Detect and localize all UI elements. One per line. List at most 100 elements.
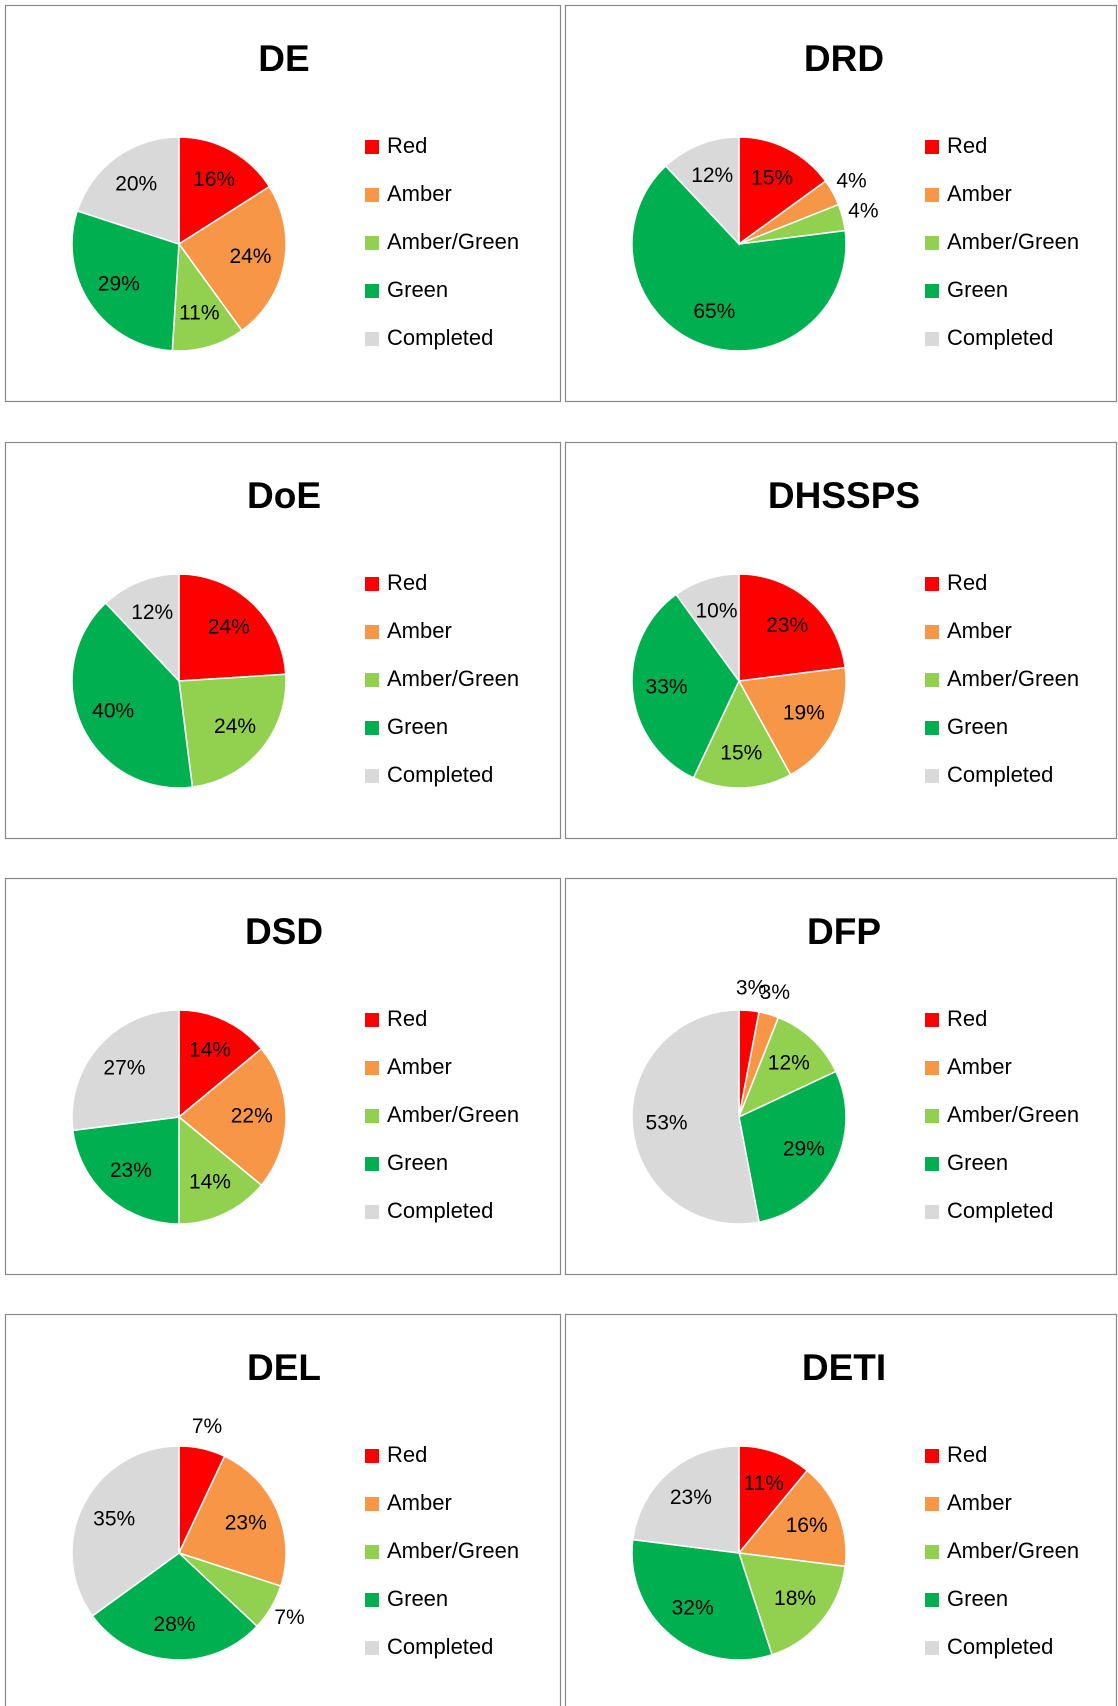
legend-label: Amber/Green xyxy=(387,666,519,691)
pie-slice xyxy=(76,136,180,246)
legend-label: Red xyxy=(947,570,987,595)
pie-slice xyxy=(631,1538,774,1661)
chart-title: DEL xyxy=(247,1347,321,1388)
pie-slice xyxy=(104,573,180,683)
pie-slice xyxy=(72,1116,180,1225)
chart-title: DRD xyxy=(804,38,884,79)
legend-swatch xyxy=(365,1157,379,1171)
pie-slice xyxy=(71,1445,180,1617)
data-label: 15% xyxy=(751,167,793,190)
pie-slice xyxy=(631,164,847,352)
legend-swatch xyxy=(925,577,939,591)
legend-label: Red xyxy=(387,1442,427,1467)
legend-label: Red xyxy=(387,1006,427,1031)
legend-swatch xyxy=(925,1593,939,1607)
chart-title: DETI xyxy=(802,1347,886,1388)
data-label: 24% xyxy=(229,245,271,268)
pie-slice xyxy=(631,1009,760,1225)
data-label: 18% xyxy=(774,1587,816,1610)
legend-label: Green xyxy=(387,1586,448,1611)
pie-slice xyxy=(737,1016,837,1119)
legend-swatch xyxy=(365,332,379,346)
pie-slice xyxy=(738,1070,847,1223)
pie-slice xyxy=(178,1009,263,1119)
data-label: 32% xyxy=(672,1597,714,1620)
data-label: 29% xyxy=(783,1138,825,1161)
legend-swatch xyxy=(925,1545,939,1559)
data-label: 7% xyxy=(274,1606,304,1629)
data-label: 12% xyxy=(131,601,173,624)
legend-swatch xyxy=(365,1641,379,1655)
chart-title: DHSSPS xyxy=(768,475,920,516)
legend-swatch xyxy=(925,625,939,639)
legend-label: Green xyxy=(387,277,448,302)
legend-swatch xyxy=(925,1157,939,1171)
data-label: 35% xyxy=(93,1508,135,1531)
pie-slice xyxy=(737,1552,846,1656)
legend-label: Green xyxy=(387,1150,448,1175)
chart-panel: DHSSPS 23% 19% 15% 33% 10% Red Amber Amber/Green… xyxy=(564,441,1118,840)
chart-panel: DRD 15% 4% 4% 65% 12% Red Amber Amber/Green Green… xyxy=(564,4,1118,403)
legend-label: Amber/Green xyxy=(947,1538,1079,1563)
pie-slice xyxy=(71,601,194,789)
legend-swatch xyxy=(365,577,379,591)
data-label: 3% xyxy=(736,977,766,1000)
pie-slice xyxy=(177,1455,287,1588)
legend-label: Completed xyxy=(947,762,1053,787)
legend-label: Amber xyxy=(947,1054,1012,1079)
legend-swatch xyxy=(365,769,379,783)
pie-slice xyxy=(737,1469,847,1568)
legend-label: Amber/Green xyxy=(387,1538,519,1563)
data-label: 23% xyxy=(766,614,808,637)
data-label: 20% xyxy=(115,173,157,196)
legend-label: Red xyxy=(387,570,427,595)
legend-swatch xyxy=(925,284,939,298)
legend-label: Red xyxy=(947,1006,987,1031)
legend-swatch xyxy=(365,236,379,250)
data-label: 12% xyxy=(691,164,733,187)
chart-title: DSD xyxy=(245,911,323,952)
pie-slice xyxy=(178,136,271,246)
legend-label: Red xyxy=(947,1442,987,1467)
legend-label: Amber xyxy=(947,1490,1012,1515)
legend-label: Amber xyxy=(947,618,1012,643)
data-label: 23% xyxy=(225,1512,267,1535)
data-label: 27% xyxy=(103,1056,145,1079)
data-label: 33% xyxy=(646,675,688,698)
legend-label: Red xyxy=(387,133,427,158)
legend-label: Green xyxy=(947,1150,1008,1175)
legend-swatch xyxy=(365,1109,379,1123)
pie-slice xyxy=(632,1445,740,1554)
chart-panel: DE 16% 24% 11% 29% 20% Red Amber Amber/Green Gree… xyxy=(4,4,562,403)
pie-slice xyxy=(178,673,287,788)
chart-panel: DSD 14% 22% 14% 23% 27% Red Amber Amber/Green Gre… xyxy=(4,877,562,1276)
pie-slice xyxy=(675,573,740,684)
data-label: 7% xyxy=(192,1415,222,1438)
legend-swatch xyxy=(365,188,379,202)
legend-swatch xyxy=(925,1641,939,1655)
legend-swatch xyxy=(365,1593,379,1607)
legend-swatch xyxy=(365,1497,379,1511)
legend-swatch xyxy=(925,769,939,783)
pie-slice xyxy=(631,593,740,779)
pie-slice xyxy=(71,1009,180,1132)
legend-label: Green xyxy=(387,714,448,739)
legend-swatch xyxy=(365,625,379,639)
data-label: 40% xyxy=(92,700,134,723)
legend-label: Red xyxy=(947,133,987,158)
legend-label: Amber xyxy=(387,181,452,206)
pie-slice xyxy=(178,573,287,682)
legend-label: Amber/Green xyxy=(947,666,1079,691)
pie-slice xyxy=(177,1047,287,1187)
legend-swatch xyxy=(365,1545,379,1559)
legend-label: Amber/Green xyxy=(947,1102,1079,1127)
data-label: 11% xyxy=(179,301,219,324)
pie-slice xyxy=(178,1115,263,1225)
legend-label: Amber xyxy=(947,181,1012,206)
legend-label: Completed xyxy=(387,1634,493,1659)
legend-swatch xyxy=(925,188,939,202)
data-label: 29% xyxy=(98,272,140,295)
data-label: 65% xyxy=(693,300,735,323)
pie-slice xyxy=(171,241,243,352)
